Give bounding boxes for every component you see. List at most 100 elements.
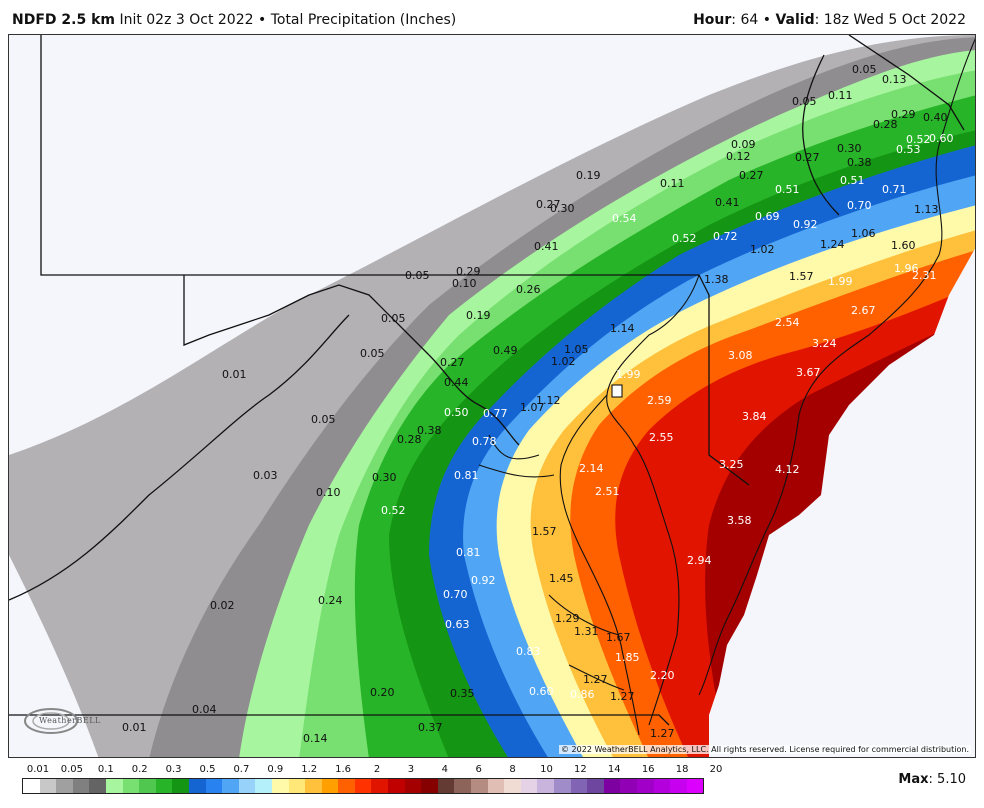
precip-value-label: 1.05 [564, 343, 589, 356]
legend-swatch [271, 779, 289, 793]
legend-label: 10 [540, 764, 553, 775]
map-header: NDFD 2.5 km Init 02z 3 Oct 2022 • Total … [0, 0, 984, 34]
precip-value-label: 1.45 [549, 572, 574, 585]
legend-swatch [39, 779, 57, 793]
hour-label: Hour [693, 12, 732, 28]
legend-swatch [188, 779, 206, 793]
model-name: NDFD 2.5 km [12, 12, 115, 28]
precip-value-label: 0.11 [828, 89, 853, 102]
legend-swatch [686, 779, 704, 793]
legend-label: 4 [441, 764, 448, 775]
legend-labels: 0.01 0.05 0.1 0.2 0.3 0.5 0.7 0.9 1.2 1.6 2 3 4 6 8 10 1… [22, 764, 723, 777]
precip-value-label: 0.28 [873, 118, 898, 131]
legend-swatch [288, 779, 306, 793]
legend-swatch [404, 779, 422, 793]
city-marker [611, 384, 623, 398]
header-separator-2: • [762, 12, 771, 28]
ocean-no-data [709, 248, 975, 757]
precip-value-label: 2.67 [851, 304, 876, 317]
legend-label: 16 [641, 764, 655, 775]
legend-label: 2 [373, 764, 381, 775]
legend-swatch [205, 779, 223, 793]
precip-value-label: 1.02 [551, 355, 576, 368]
legend-swatch [421, 779, 438, 793]
copyright-notice: © 2022 WeatherBELL Analytics, LLC. All r… [559, 745, 971, 754]
legend-label: 0.05 [60, 764, 84, 775]
legend-swatch [56, 779, 73, 793]
precip-value-label: 0.12 [726, 150, 751, 163]
precip-value-label: 3.67 [796, 366, 821, 379]
precip-value-label: 0.78 [472, 435, 497, 448]
precipitation-map: 0.05 0.13 0.05 0.11 0.29 0.40 0.28 0.52 0.60 0.53… [8, 34, 976, 758]
precip-value-label: 3.58 [727, 514, 752, 527]
precip-value-label: 0.51 [840, 174, 865, 187]
product-name: Total Precipitation (Inches) [270, 12, 457, 28]
legend-label: 20 [709, 764, 723, 775]
legend-label: 14 [607, 764, 621, 775]
precip-value-label: 0.70 [443, 588, 468, 601]
max-label: Max [898, 772, 929, 787]
precip-value-label: 0.40 [923, 111, 948, 124]
legend-label: 1.6 [335, 764, 352, 775]
precip-value-label: 0.92 [471, 574, 496, 587]
precip-value-label: 0.05 [311, 413, 336, 426]
legend-swatch [238, 779, 256, 793]
precip-value-label: 1.27 [583, 673, 608, 686]
precip-value-label: 0.29 [891, 108, 916, 121]
precip-value-label: 0.30 [372, 471, 397, 484]
legend-label: 0.9 [267, 764, 284, 775]
legend-swatch [537, 779, 554, 793]
precip-value-label: 0.09 [731, 138, 756, 151]
legend-swatch [437, 779, 455, 793]
precip-value-label: 1.99 [616, 368, 641, 381]
precip-value-label: 0.10 [452, 277, 477, 290]
precip-value-label: 0.38 [417, 424, 442, 437]
precip-value-label: 0.53 [896, 143, 921, 156]
legend-label: 18 [675, 764, 689, 775]
precip-value-label: 2.51 [595, 485, 620, 498]
precip-value-label: 1.27 [610, 690, 635, 703]
precip-value-label: 0.05 [792, 95, 817, 108]
precip-value-label: 2.14 [579, 462, 604, 475]
precip-value-label: 0.49 [493, 344, 518, 357]
precip-value-label: 0.30 [550, 202, 575, 215]
legend-swatch [321, 779, 339, 793]
precip-value-label: 0.83 [516, 645, 541, 658]
legend-label: 8 [509, 764, 516, 775]
precip-value-label: 1.57 [789, 270, 814, 283]
precip-value-label: 0.05 [405, 269, 430, 282]
precip-value-label: 0.26 [516, 283, 541, 296]
legend-label: 0.3 [165, 764, 182, 775]
legend-swatch [338, 779, 355, 793]
precip-value-label: 4.12 [775, 463, 800, 476]
legend-swatch [155, 779, 173, 793]
legend-label: 0.5 [199, 764, 216, 775]
precip-value-label: 0.60 [529, 685, 554, 698]
state-borders [9, 35, 965, 726]
precip-value-label: 2.20 [650, 669, 675, 682]
precip-value-label: 0.52 [672, 232, 697, 245]
precip-value-label: 0.01 [222, 368, 247, 381]
precip-value-label: 3.08 [728, 349, 753, 362]
precip-value-label: 0.69 [755, 210, 780, 223]
legend-label: 3 [407, 764, 415, 775]
header-left: NDFD 2.5 km Init 02z 3 Oct 2022 • Total … [12, 12, 456, 28]
max-value: 5.10 [937, 772, 966, 787]
precip-value-label: 0.52 [381, 504, 406, 517]
precip-value-label: 1.60 [891, 239, 916, 252]
legend-label: 0.7 [233, 764, 250, 775]
precip-value-label: 2.31 [912, 269, 937, 282]
hour-value: 64 [740, 12, 759, 28]
precip-value-label: 0.03 [253, 469, 278, 482]
precip-value-label: 0.27 [536, 198, 561, 211]
weatherbell-logo-mark [24, 708, 78, 734]
legend-swatch [222, 779, 239, 793]
legend-label: 1.2 [301, 764, 318, 775]
precip-value-label: 1.27 [650, 727, 675, 740]
legend-swatch [23, 779, 40, 793]
precip-value-label: 0.30 [837, 142, 862, 155]
legend-label: 0.2 [131, 764, 148, 775]
precip-value-label: 0.19 [576, 169, 601, 182]
legend-swatch [139, 779, 156, 793]
precip-value-label: 1.12 [536, 394, 561, 407]
